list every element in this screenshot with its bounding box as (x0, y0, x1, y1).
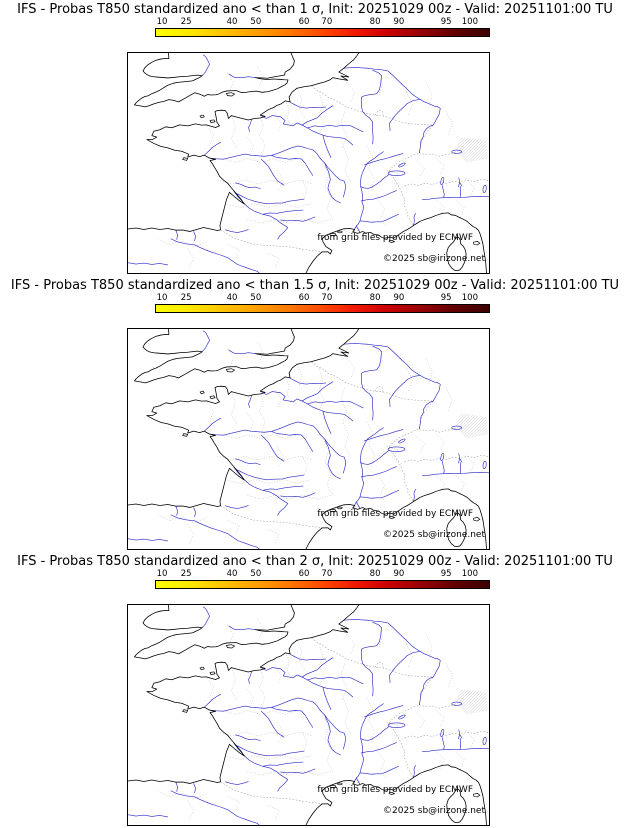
tick-label: 10 (156, 17, 168, 27)
tick-label: 60 (298, 17, 310, 27)
panel-title: IFS - Probas T850 standardized ano < tha… (10, 278, 620, 293)
probability-colorbar (155, 28, 490, 37)
panel-sigma-1: IFS - Probas T850 standardized ano < tha… (0, 0, 630, 276)
tick-label: 40 (226, 569, 238, 579)
map-frame: from grib files provided by ECMWF ©2025 … (127, 52, 490, 274)
ecmwf-credit: from grib files provided by ECMWF (317, 785, 473, 795)
tick-label: 80 (369, 17, 381, 27)
tick-label: 100 (461, 293, 479, 303)
tick-label: 100 (461, 17, 479, 27)
panel-sigma-2: IFS - Probas T850 standardized ano < tha… (0, 552, 630, 828)
ecmwf-credit: from grib files provided by ECMWF (317, 509, 473, 519)
copyright-credit: ©2025 sb@irizone.net (383, 530, 485, 540)
ecmwf-credit: from grib files provided by ECMWF (317, 233, 473, 243)
tick-label: 10 (156, 569, 168, 579)
copyright-credit: ©2025 sb@irizone.net (383, 254, 485, 264)
tick-label: 90 (393, 293, 405, 303)
tick-label: 60 (298, 569, 310, 579)
panel-title: IFS - Probas T850 standardized ano < tha… (17, 2, 613, 17)
tick-label: 25 (180, 17, 192, 27)
map-frame: from grib files provided by ECMWF ©2025 … (127, 328, 490, 550)
tick-label: 100 (461, 569, 479, 579)
tick-label: 70 (321, 17, 333, 27)
colorbar-tick-labels: 10 25 40 50 60 70 80 90 95 100 (155, 17, 490, 27)
tick-label: 90 (393, 17, 405, 27)
colorbar-tick-labels: 10 25 40 50 60 70 80 90 95 100 (155, 569, 490, 579)
tick-label: 70 (321, 293, 333, 303)
tick-label: 40 (226, 293, 238, 303)
copyright-credit: ©2025 sb@irizone.net (383, 806, 485, 816)
tick-label: 80 (369, 293, 381, 303)
tick-label: 50 (250, 17, 262, 27)
tick-label: 25 (180, 293, 192, 303)
map-frame: from grib files provided by ECMWF ©2025 … (127, 604, 490, 826)
tick-label: 10 (156, 293, 168, 303)
tick-label: 95 (440, 17, 452, 27)
panel-sigma-1-5: IFS - Probas T850 standardized ano < tha… (0, 276, 630, 552)
tick-label: 95 (440, 569, 452, 579)
colorbar-tick-labels: 10 25 40 50 60 70 80 90 95 100 (155, 293, 490, 303)
panel-title: IFS - Probas T850 standardized ano < tha… (17, 554, 613, 569)
tick-label: 50 (250, 293, 262, 303)
tick-label: 70 (321, 569, 333, 579)
tick-label: 95 (440, 293, 452, 303)
tick-label: 25 (180, 569, 192, 579)
tick-label: 60 (298, 293, 310, 303)
tick-label: 50 (250, 569, 262, 579)
tick-label: 80 (369, 569, 381, 579)
tick-label: 40 (226, 17, 238, 27)
probability-colorbar (155, 304, 490, 313)
tick-label: 90 (393, 569, 405, 579)
probability-colorbar (155, 580, 490, 589)
